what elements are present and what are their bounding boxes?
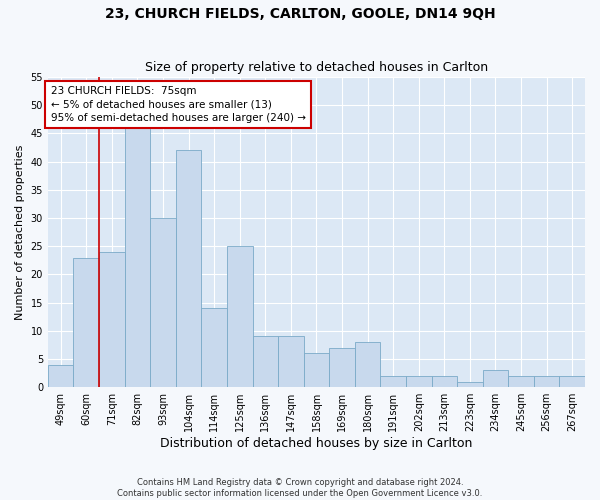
Bar bbox=[227, 246, 253, 387]
Y-axis label: Number of detached properties: Number of detached properties bbox=[15, 144, 25, 320]
Bar bbox=[202, 308, 227, 387]
Bar bbox=[253, 336, 278, 387]
Bar bbox=[304, 354, 329, 387]
Bar bbox=[355, 342, 380, 387]
Text: 23 CHURCH FIELDS:  75sqm
← 5% of detached houses are smaller (13)
95% of semi-de: 23 CHURCH FIELDS: 75sqm ← 5% of detached… bbox=[50, 86, 305, 123]
Bar bbox=[278, 336, 304, 387]
Bar bbox=[329, 348, 355, 387]
Text: Contains HM Land Registry data © Crown copyright and database right 2024.
Contai: Contains HM Land Registry data © Crown c… bbox=[118, 478, 482, 498]
Bar bbox=[457, 382, 482, 387]
Bar bbox=[99, 252, 125, 387]
Bar bbox=[508, 376, 534, 387]
Text: 23, CHURCH FIELDS, CARLTON, GOOLE, DN14 9QH: 23, CHURCH FIELDS, CARLTON, GOOLE, DN14 … bbox=[104, 8, 496, 22]
Bar bbox=[482, 370, 508, 387]
Bar bbox=[559, 376, 585, 387]
Bar bbox=[48, 364, 73, 387]
Bar bbox=[431, 376, 457, 387]
Bar bbox=[176, 150, 202, 387]
Bar bbox=[125, 128, 150, 387]
Title: Size of property relative to detached houses in Carlton: Size of property relative to detached ho… bbox=[145, 62, 488, 74]
Bar bbox=[150, 218, 176, 387]
Bar bbox=[380, 376, 406, 387]
Bar bbox=[406, 376, 431, 387]
X-axis label: Distribution of detached houses by size in Carlton: Distribution of detached houses by size … bbox=[160, 437, 473, 450]
Bar bbox=[534, 376, 559, 387]
Bar bbox=[73, 258, 99, 387]
